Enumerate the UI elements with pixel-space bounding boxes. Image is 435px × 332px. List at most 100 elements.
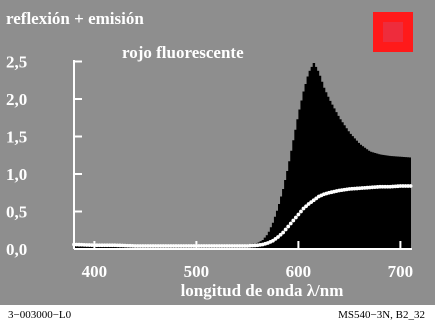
reflection-point — [291, 218, 296, 223]
spectrum-fill-band — [382, 154, 385, 249]
chart-axes — [73, 60, 412, 250]
spectrum-fill-band — [316, 70, 320, 249]
y-tick-label: 2,5 — [6, 53, 27, 72]
spectrum-fill-band — [275, 210, 279, 249]
spectrum-fill-band — [304, 84, 307, 249]
spectrum-fill-band — [326, 96, 330, 249]
spectrum-fill-band — [406, 157, 409, 249]
x-axis-label: longitud de onda λ/nm — [181, 281, 344, 300]
spectrum-fill-band — [386, 155, 389, 249]
spectrum-fill-band — [357, 142, 360, 250]
spectrum-fill-band — [114, 244, 118, 249]
spectrum-fill-band — [306, 76, 309, 249]
spectrum-fill-band — [402, 156, 405, 249]
y-tick-label: 1,5 — [6, 128, 27, 147]
spectrum-fill-band — [333, 108, 336, 250]
spectrum-fill-band — [294, 129, 297, 249]
reflection-point — [296, 212, 301, 217]
spectrum-fill-band — [380, 154, 383, 249]
spectrum-fill-band — [84, 244, 87, 249]
spectrum-chart: 0,0 0,5 1,0 1,5 2,0 2,5 400 500 600 700 reflexión… — [6, 9, 413, 300]
spectrum-fill-band — [349, 133, 352, 250]
x-tick-label: 500 — [184, 262, 210, 281]
spectrum-fill-band — [76, 243, 79, 249]
spectrum-fill-band — [292, 140, 295, 249]
spectrum-fill-band — [331, 104, 334, 250]
spectrum-fill-bands — [74, 63, 411, 250]
reflection-point — [408, 184, 413, 188]
spectrum-fill-band — [310, 66, 314, 250]
spectrum-fill-band — [390, 156, 393, 249]
spectrum-fill-band — [296, 119, 299, 249]
reflection-point — [278, 232, 283, 237]
spectrum-fill-band — [312, 63, 316, 249]
spectrum-fill-band — [335, 112, 338, 250]
reflection-point — [276, 235, 280, 239]
spectrum-fill-band — [361, 146, 365, 249]
spectrum-fill-band — [375, 153, 379, 249]
spectrum-fill-band — [308, 70, 312, 249]
spectrum-fill-band — [278, 204, 281, 249]
spectrum-fill-band — [371, 152, 375, 249]
spectrum-fill-band — [353, 138, 356, 250]
sample-color-swatch-center — [383, 22, 403, 42]
spectrum-fill-band — [373, 153, 377, 249]
reflection-line-series — [72, 184, 413, 248]
spectrum-fill-band — [398, 156, 401, 249]
spectrum-fill-band — [400, 156, 403, 249]
spectrum-fill-band — [298, 109, 301, 249]
spectrum-fill-band — [404, 157, 407, 250]
spectrum-fill-band — [324, 92, 328, 249]
spectrum-fill-band — [267, 231, 271, 249]
reflection-point — [288, 221, 293, 226]
spectrum-fill-band — [300, 100, 303, 249]
spectrum-fill-band — [273, 216, 277, 249]
spectrum-fill-band — [388, 155, 391, 249]
spectrum-fill-band — [355, 140, 358, 250]
spectrum-fill-band — [394, 156, 397, 250]
spectrum-fill-band — [271, 222, 275, 249]
spectrum-fill-band — [320, 81, 324, 249]
spectrum-fill-band — [369, 151, 373, 249]
spectrum-fill-band — [392, 156, 395, 249]
spectrum-fill-band — [104, 244, 108, 249]
spectrum-fill-band — [318, 75, 322, 249]
chart-title: reflexión + emisión — [6, 9, 144, 28]
spectrum-fill-band — [341, 122, 344, 249]
spectrum-fill-band — [337, 115, 340, 250]
spectrum-fill-band — [339, 119, 342, 249]
chart-subtitle: rojo fluorescente — [122, 43, 244, 62]
spectrum-fill-band — [329, 100, 332, 250]
reflection-point — [304, 204, 308, 209]
spectrum-fill-band — [396, 156, 399, 249]
spectrum-fill-band — [286, 171, 289, 249]
x-tick-label: 700 — [388, 262, 414, 281]
spectrum-fill-band — [408, 157, 411, 249]
reflection-point — [283, 227, 288, 232]
spectrum-fill-band — [377, 154, 381, 249]
y-tick-label: 0,0 — [6, 240, 27, 259]
spectrum-fill-band — [351, 136, 354, 250]
footer-right-code: MS540−3N, B2_32 — [338, 309, 425, 321]
spectrum-fill-band — [290, 150, 293, 249]
spectrum-fill-band — [282, 189, 285, 249]
chart-tick-labels: 0,0 0,5 1,0 1,5 2,0 2,5 400 500 600 700 — [6, 53, 413, 282]
spectrum-fill-band — [363, 147, 367, 249]
spectrum-fill-band — [322, 87, 326, 249]
spectrum-fill-band — [269, 227, 273, 249]
x-tick-label: 600 — [286, 262, 312, 281]
reflection-point — [299, 209, 303, 214]
spectrum-fill-band — [94, 244, 97, 249]
reflection-point — [293, 215, 298, 220]
spectrum-fill-band — [365, 149, 369, 249]
spectrum-fill-band — [288, 161, 291, 249]
y-tick-label: 0,5 — [6, 203, 27, 222]
spectrum-fill-band — [343, 125, 346, 249]
spectrum-fill-band — [74, 243, 77, 249]
footer-left-code: 3−003000−L0 — [8, 309, 72, 321]
y-tick-label: 1,0 — [6, 165, 27, 184]
reflection-point — [281, 230, 285, 235]
spectrum-fill-band — [384, 155, 387, 249]
spectrum-fill-band — [302, 91, 305, 249]
